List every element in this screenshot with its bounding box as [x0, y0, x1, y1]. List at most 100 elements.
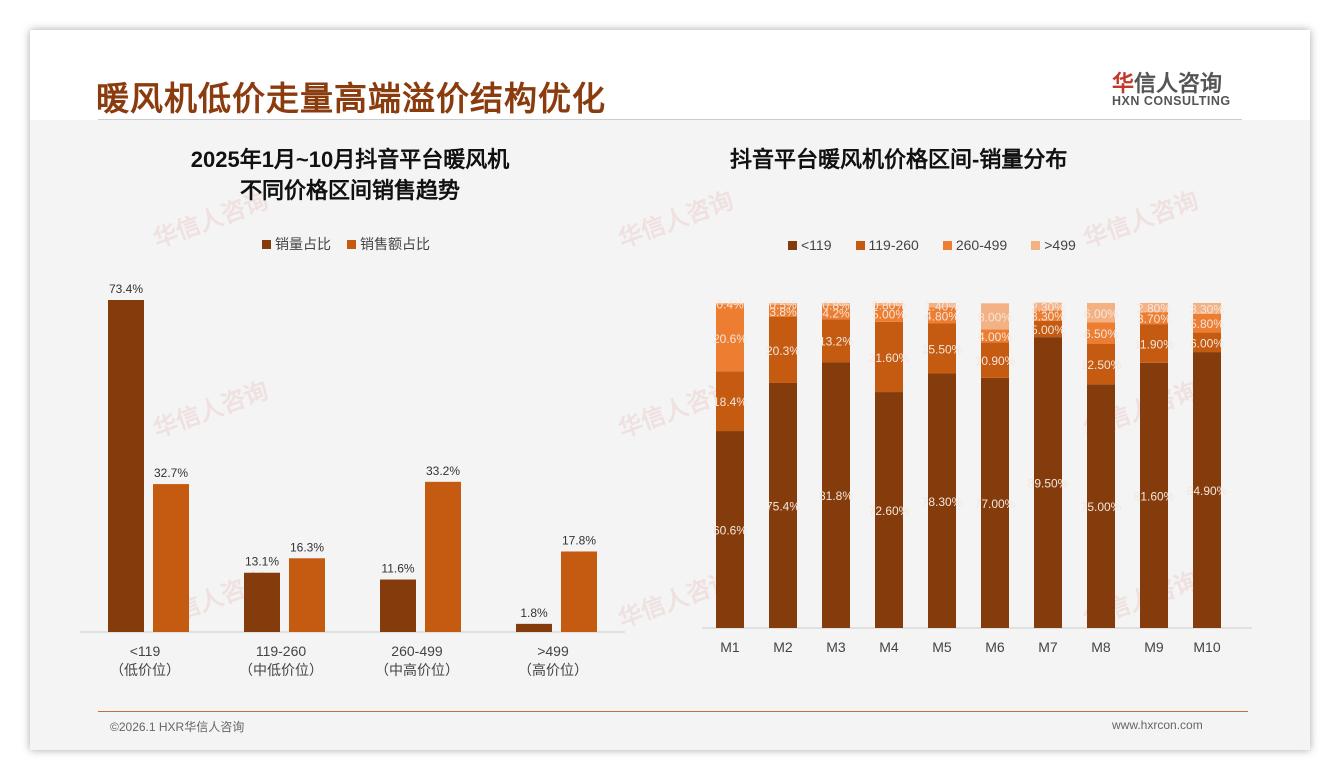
data-label: 20.3% [766, 344, 800, 358]
data-label: 5.80% [1190, 317, 1224, 331]
stacked-bar->499 [981, 303, 1009, 330]
divider [98, 119, 1242, 120]
logo-mark: 华 [1112, 71, 1135, 96]
stacked-bar-<119 [981, 377, 1009, 628]
data-label: 0.8% [822, 298, 850, 312]
stacked-bar-<119 [928, 373, 956, 628]
left-chart-title: 2025年1月~10月抖音平台暖风机 不同价格区间销售趋势 [120, 144, 580, 206]
data-label: 1.8% [520, 606, 548, 620]
bar-volume [244, 572, 280, 632]
stacked-bar->499 [1034, 302, 1062, 311]
stacked-bar-260-499 [769, 304, 797, 317]
stacked-bar-260-499 [875, 305, 903, 322]
stacked-bar-260-499 [1140, 312, 1168, 325]
data-label: 81.8% [819, 489, 853, 503]
data-label: 4.80% [925, 309, 959, 323]
legend-item: 销售额占比 [347, 234, 430, 254]
stacked-bar->499 [1193, 303, 1221, 314]
stacked-bar-260-499 [928, 307, 956, 324]
stacked-bar-119-260 [769, 316, 797, 383]
left-legend: 销量占比 销售额占比 [262, 234, 430, 254]
data-label: 17.8% [562, 533, 596, 547]
right-legend: <119 119-260 260-499 >499 [788, 237, 1076, 253]
data-label: 4.2% [822, 306, 850, 320]
data-label: 77.00% [975, 497, 1016, 511]
data-label: 33.2% [426, 464, 460, 478]
left-chart-title-line2: 不同价格区间销售趋势 [239, 178, 460, 203]
data-label: 6.00% [1084, 307, 1118, 321]
legend-label: 260-499 [955, 237, 1008, 253]
data-label: 3.30% [1190, 302, 1224, 316]
slide: 暖风机低价走量高端溢价结构优化 华信人咨询 HXN CONSULTING 华信人… [30, 30, 1310, 750]
left-chart-title-line1: 2025年1月~10月抖音平台暖风机 [190, 147, 510, 172]
data-label: 21.60% [869, 351, 910, 365]
legend-label: <119 [801, 237, 832, 253]
data-label: 0.4% [716, 298, 744, 312]
stacked-bar-<119 [875, 392, 903, 628]
stacked-bar-119-260 [1087, 343, 1115, 385]
x-tick-label: M5 [932, 639, 952, 655]
x-tick-label: >499 [537, 643, 569, 659]
stacked-bar-119-260 [981, 342, 1009, 378]
data-label: 89.50% [1028, 477, 1069, 491]
bar-sales [425, 481, 461, 632]
data-label: 84.90% [1187, 484, 1228, 498]
x-tick-sublabel: （低价位） [110, 662, 180, 678]
bar-volume [516, 623, 552, 632]
stacked-bar->499 [875, 303, 903, 306]
data-label: 18.4% [713, 395, 747, 409]
data-label: 78.30% [922, 495, 963, 509]
data-label: 13.2% [819, 335, 853, 349]
stacked-bar->499 [928, 303, 956, 308]
website: www.hxrcon.com [1112, 718, 1203, 732]
legend-item: >499 [1031, 237, 1076, 253]
stacked-bar-<119 [1087, 384, 1115, 628]
data-label: 1.40% [925, 299, 959, 313]
logo: 华信人咨询 [1112, 66, 1222, 98]
x-tick-label: M3 [826, 639, 846, 655]
data-label: 75.00% [1081, 500, 1122, 514]
legend-item: 260-499 [942, 237, 1008, 253]
stacked-bar-260-499 [1087, 322, 1115, 344]
stacked-bar-260-499 [822, 305, 850, 320]
stacked-bar-260-499 [1193, 313, 1221, 333]
stacked-bar-119-260 [716, 371, 744, 432]
bar-volume [380, 579, 416, 632]
stacked-bar->499 [1087, 303, 1115, 323]
x-tick-sublabel: （高价位） [518, 662, 588, 678]
footer-divider [98, 711, 1248, 712]
stacked-bar-119-260 [928, 323, 956, 374]
stacked-bar-<119 [822, 362, 850, 628]
data-label: 2.30% [1031, 300, 1065, 314]
bar-sales [153, 484, 189, 632]
data-label: 0.5% [769, 298, 797, 312]
stacked-bar->499 [1140, 303, 1168, 313]
data-label: 6.00% [1190, 336, 1224, 350]
stacked-bar-260-499 [981, 329, 1009, 343]
page-title: 暖风机低价走量高端溢价结构优化 [96, 80, 606, 117]
stacked-bar->499 [822, 303, 850, 306]
data-label: 3.8% [769, 305, 797, 319]
legend-label: 销售额占比 [360, 236, 430, 252]
stacked-bar->499 [716, 303, 744, 305]
x-tick-sublabel: （中低价位） [239, 662, 323, 678]
legend-label: 119-260 [868, 237, 919, 253]
stacked-bar->499 [769, 303, 797, 305]
data-label: 32.7% [154, 466, 188, 480]
stacked-bar-<119 [769, 382, 797, 628]
stacked-bar-260-499 [1034, 310, 1062, 321]
logo-en: HXN CONSULTING [1112, 94, 1231, 108]
x-tick-label: M4 [879, 639, 899, 655]
x-tick-label: M10 [1193, 639, 1220, 655]
title-bar [30, 30, 1310, 120]
stacked-bar-119-260 [875, 321, 903, 393]
x-tick-sublabel: （中高价位） [375, 662, 459, 678]
data-label: 15.50% [922, 342, 963, 356]
data-label: 6.50% [1084, 327, 1118, 341]
data-label: 16.3% [290, 540, 324, 554]
stacked-bar-119-260 [1140, 324, 1168, 363]
x-tick-label: M1 [720, 639, 740, 655]
data-label: 75.4% [766, 499, 800, 513]
stacked-bar-119-260 [1193, 332, 1221, 353]
copyright: ©2026.1 HXR华信人咨询 [110, 720, 245, 734]
